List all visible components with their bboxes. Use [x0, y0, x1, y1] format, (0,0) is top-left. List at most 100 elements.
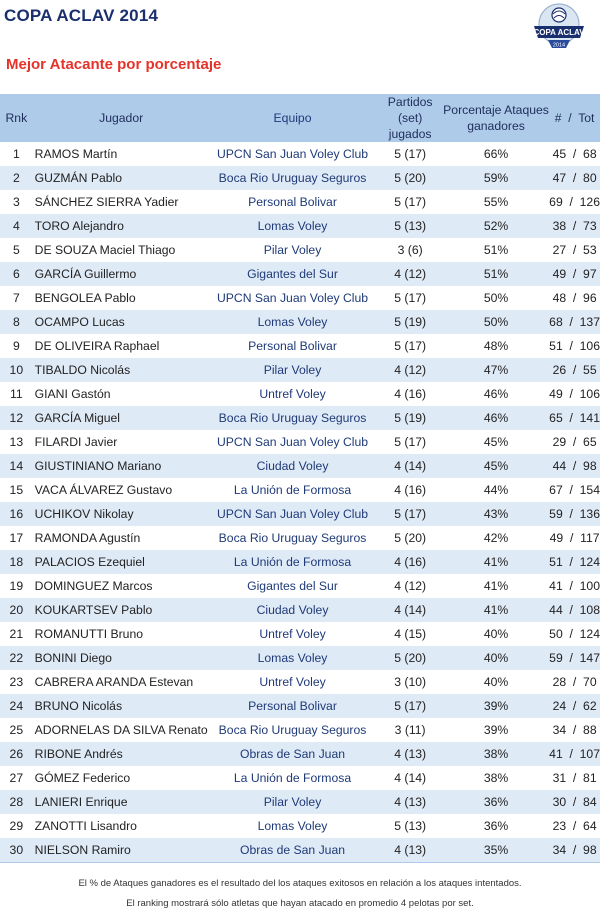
cell-equipo: Untref Voley [259, 627, 326, 641]
cell-jugador: GARCÍA Miguel [34, 411, 121, 425]
cell-equipo: Boca Rio Uruguay Seguros [218, 411, 367, 425]
cell-rnk: 9 [12, 339, 20, 353]
cell-jugador: RIBONE Andrés [34, 747, 123, 761]
cell-rnk: 28 [9, 795, 24, 809]
table-row: 6 GARCÍA Guillermo Gigantes del Sur 4 (12) 5… [0, 262, 600, 286]
cell-rnk: 6 [12, 267, 20, 281]
cell-partidos: 4 (12) [394, 267, 427, 281]
table-row: 12 GARCÍA Miguel Boca Rio Uruguay Seguros 5… [0, 406, 600, 430]
table-row: 10 TIBALDO Nicolás Pilar Voley 4 (12) 47% 26 … [0, 358, 600, 382]
cell-partidos: 4 (13) [394, 842, 427, 857]
cell-rnk: 16 [9, 507, 24, 521]
cell-rnk: 22 [9, 651, 24, 665]
table-row: 9 DE OLIVEIRA Raphael Personal Bolivar 5 (1… [0, 334, 600, 358]
cell-porcentaje: 46% [483, 387, 509, 401]
col-header-jugador: Jugador [99, 111, 144, 125]
cell-rnk: 8 [12, 315, 20, 329]
cell-equipo: Pilar Voley [263, 363, 322, 377]
cell-partidos: 5 (20) [394, 651, 427, 665]
table-row: 21 ROMANUTTI Bruno Untref Voley 4 (15) 40% 50… [0, 622, 600, 646]
cell-porcentaje: 50% [483, 315, 509, 329]
table-row: 18 PALACIOS Ezequiel La Unión de Formosa 4 … [0, 550, 600, 574]
col-header-partidos-line2: (set) jugados [388, 111, 432, 141]
cell-partidos: 4 (16) [394, 483, 427, 497]
cell-rnk: 26 [9, 747, 24, 761]
cell-partidos: 3 (11) [394, 723, 426, 737]
cell-rnk: 15 [9, 483, 24, 497]
cell-jugador: TORO Alejandro [34, 219, 124, 233]
cell-porcentaje: 46% [483, 411, 509, 425]
cell-equipo: Personal Bolivar [248, 195, 337, 209]
cell-equipo: La Unión de Formosa [233, 555, 352, 569]
table-row: 4 TORO Alejandro Lomas Voley 5 (13) 52% 38 / … [0, 214, 600, 238]
cell-equipo: Lomas Voley [257, 219, 328, 233]
cell-partidos: 4 (16) [394, 387, 427, 401]
cell-equipo: Gigantes del Sur [247, 579, 338, 593]
cell-partidos: 5 (20) [394, 171, 427, 185]
cell-porcentaje: 45% [483, 459, 509, 473]
cell-jugador: ZANOTTI Lisandro [34, 819, 137, 833]
cell-rnk: 19 [9, 579, 24, 593]
cell-partidos: 5 (17) [394, 291, 427, 305]
cell-partidos: 4 (14) [394, 603, 427, 617]
cell-partidos: 5 (17) [394, 147, 427, 161]
cell-tot: 34 / 98 [552, 842, 597, 857]
cell-equipo: Personal Bolivar [248, 699, 337, 713]
cell-rnk: 13 [9, 435, 24, 449]
svg-text:2014: 2014 [553, 43, 565, 49]
cell-porcentaje: 35% [483, 842, 509, 857]
cell-partidos: 4 (13) [394, 747, 427, 761]
cell-rnk: 5 [12, 243, 20, 257]
cell-partidos: 4 (15) [394, 627, 427, 641]
cell-rnk: 11 [10, 387, 23, 401]
cell-tot: 41 / 107 [549, 747, 600, 761]
cell-jugador: DE OLIVEIRA Raphael [34, 339, 160, 353]
cell-equipo: Lomas Voley [257, 819, 328, 833]
cell-tot: 44 / 98 [552, 459, 597, 473]
cell-rnk: 25 [9, 723, 24, 737]
cell-equipo: Lomas Voley [257, 315, 328, 329]
table-row: 11 GIANI Gastón Untref Voley 4 (16) 46% 49 / … [0, 382, 600, 406]
cell-equipo: Lomas Voley [257, 651, 328, 665]
cell-equipo: UPCN San Juan Voley Club [216, 507, 369, 521]
cell-rnk: 14 [9, 459, 24, 473]
col-header-partidos-line1: Partidos [387, 95, 433, 109]
cell-jugador: GIANI Gastón [34, 387, 111, 401]
cell-partidos: 4 (14) [394, 459, 427, 473]
cell-partidos: 5 (13) [394, 819, 427, 833]
cell-porcentaje: 40% [483, 651, 509, 665]
cell-tot: 65 / 141 [549, 411, 600, 425]
col-header-porcentaje-line2: ganadores [467, 119, 525, 133]
cell-porcentaje: 38% [483, 747, 509, 761]
cell-jugador: GUZMÁN Pablo [34, 171, 123, 185]
cell-porcentaje: 41% [483, 603, 509, 617]
cell-equipo: Boca Rio Uruguay Seguros [218, 723, 367, 737]
cell-jugador: GÓMEZ Federico [34, 771, 131, 785]
col-header-porcentaje-line1: Porcentaje Ataques [443, 103, 549, 117]
cell-rnk: 4 [12, 219, 20, 233]
table-row: 25 ADORNELAS DA SILVA Renato Boca Rio Urug… [0, 718, 600, 742]
table-row: 29 ZANOTTI Lisandro Lomas Voley 5 (13) 36% 23… [0, 814, 600, 838]
cell-jugador: BENGOLEA Pablo [34, 291, 136, 305]
table-row: 20 KOUKARTSEV Pablo Ciudad Voley 4 (14) 41% 4… [0, 598, 600, 622]
cell-rnk: 20 [9, 603, 24, 617]
table-row: 17 RAMONDA Agustín Boca Rio Uruguay Seguro… [0, 526, 600, 550]
cell-jugador: DOMINGUEZ Marcos [34, 579, 153, 593]
table-row: 24 BRUNO Nicolás Personal Bolivar 5 (17) 39%… [0, 694, 600, 718]
cell-jugador: PALACIOS Ezequiel [34, 555, 145, 569]
col-header-porcentaje: Porcentaje Ataques ganadores [443, 94, 549, 142]
cell-porcentaje: 50% [483, 291, 509, 305]
cell-partidos: 5 (17) [394, 339, 427, 353]
cell-tot: 34 / 88 [552, 723, 597, 737]
cell-partidos: 5 (17) [394, 435, 427, 449]
cell-tot: 47 / 80 [552, 171, 597, 185]
cell-equipo: Pilar Voley [263, 243, 322, 257]
cell-equipo: Untref Voley [259, 387, 326, 401]
cell-jugador: SÁNCHEZ SIERRA Yadier [34, 195, 179, 209]
cell-tot: 31 / 81 [552, 771, 597, 785]
cell-jugador: GARCÍA Guillermo [34, 267, 137, 281]
cell-porcentaje: 36% [483, 795, 509, 809]
table-row: 2 GUZMÁN Pablo Boca Rio Uruguay Seguros 5 (… [0, 166, 600, 190]
cell-rnk: 23 [9, 675, 24, 689]
table-row: 23 CABRERA ARANDA Estevan Untref Voley 3 (1… [0, 670, 600, 694]
